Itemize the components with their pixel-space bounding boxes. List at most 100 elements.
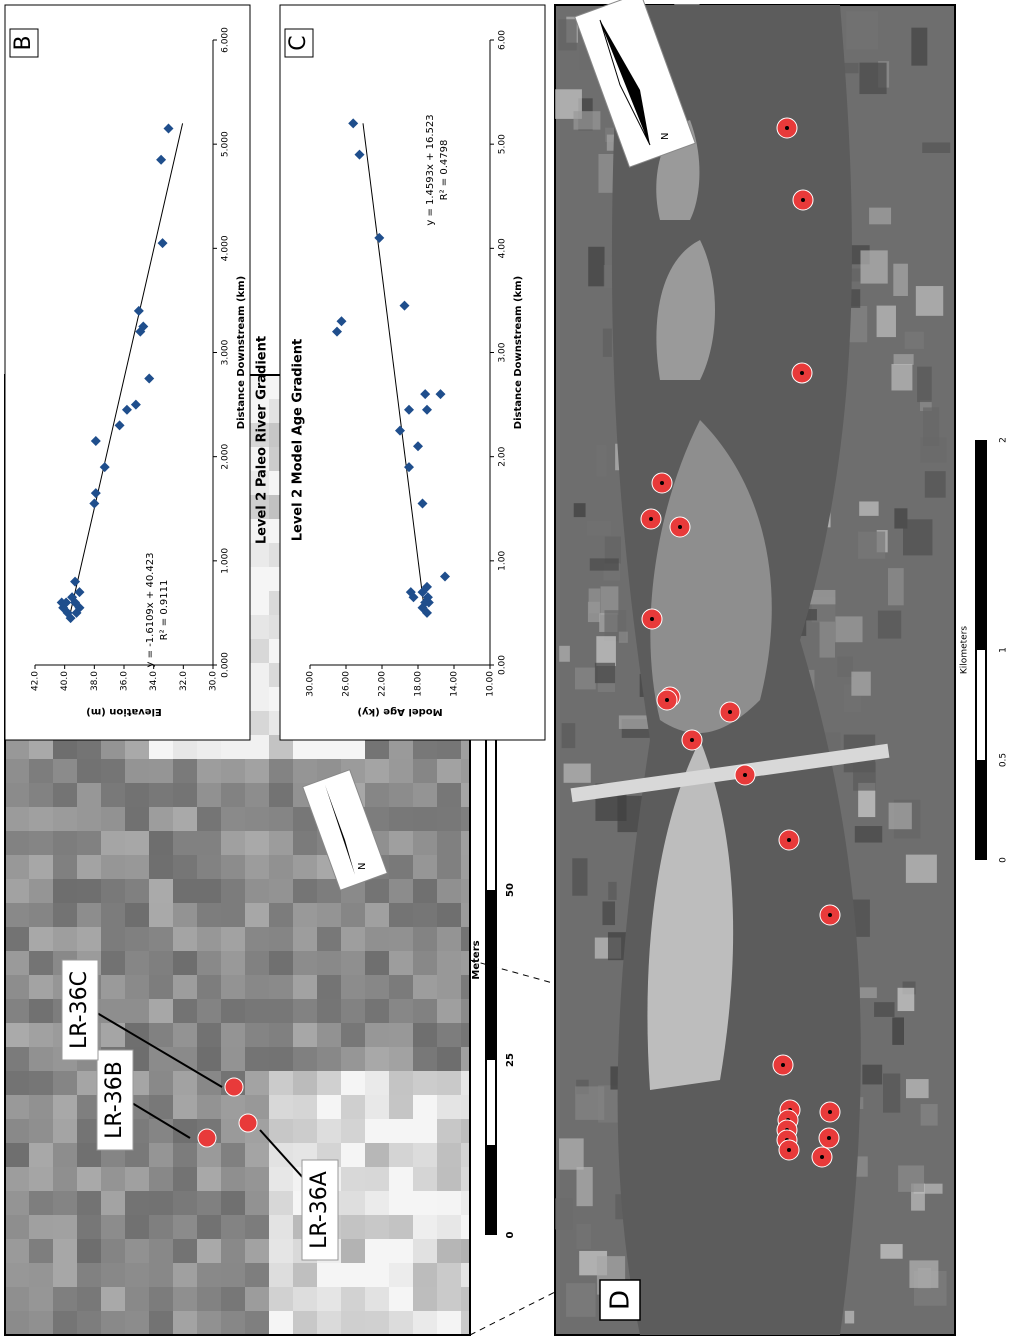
imagery-pixel: [461, 783, 470, 807]
imagery-pixel: [365, 999, 389, 1023]
scale-label: 1: [999, 647, 1009, 653]
imagery-pixel: [221, 903, 245, 927]
terrain-patch: [851, 672, 870, 696]
imagery-pixel: [365, 1191, 389, 1215]
chart-title: Level 2 Paleo River Gradient: [255, 336, 270, 544]
imagery-pixel: [413, 1047, 437, 1071]
imagery-pixel: [413, 1239, 437, 1263]
y-tick-label: 10.00: [486, 671, 496, 697]
imagery-pixel: [365, 1167, 389, 1191]
page: LR-36BLR-36ALR-36CN02550100MetersDN00.51…: [0, 0, 1017, 1340]
imagery-pixel: [293, 1311, 317, 1335]
imagery-pixel: [269, 1119, 293, 1143]
imagery-pixel: [149, 759, 173, 783]
imagery-pixel: [389, 951, 413, 975]
imagery-pixel: [413, 1263, 437, 1287]
x-tick-label: 0.00: [498, 655, 508, 675]
imagery-pixel: [101, 783, 125, 807]
terrain-patch: [880, 1244, 902, 1259]
imagery-pixel: [293, 951, 317, 975]
imagery-pixel: [293, 903, 317, 927]
imagery-pixel: [365, 975, 389, 999]
imagery-pixel: [413, 1119, 437, 1143]
x-tick-label: 0.000: [221, 652, 231, 678]
imagery-pixel: [173, 903, 197, 927]
imagery-pixel: [221, 1239, 245, 1263]
imagery-pixel: [149, 927, 173, 951]
imagery-pixel: [5, 999, 29, 1023]
imagery-pixel: [437, 999, 461, 1023]
imagery-pixel: [149, 1287, 173, 1311]
imagery-pixel: [461, 1047, 470, 1071]
rotated-figure: LR-36BLR-36ALR-36CN02550100MetersDN00.51…: [5, 0, 1009, 1335]
scale-label: 0: [999, 857, 1009, 863]
imagery-pixel: [365, 1023, 389, 1047]
imagery-pixel: [197, 951, 221, 975]
imagery-pixel: [389, 807, 413, 831]
terrain-patch: [574, 111, 601, 129]
imagery-pixel: [125, 831, 149, 855]
imagery-pixel: [461, 903, 470, 927]
imagery-pixel: [5, 1095, 29, 1119]
terrain-patch: [595, 663, 615, 683]
imagery-pixel: [437, 783, 461, 807]
imagery-pixel: [461, 1119, 470, 1143]
imagery-pixel: [269, 1287, 293, 1311]
imagery-pixel: [389, 927, 413, 951]
imagery-pixel: [197, 1167, 221, 1191]
imagery-pixel: [317, 975, 341, 999]
imagery-pixel: [269, 1215, 293, 1239]
terrain-patch: [575, 1086, 604, 1119]
imagery-pixel: [125, 903, 149, 927]
terrain-patch: [587, 521, 612, 536]
sample-center: [665, 698, 669, 702]
imagery-pixel: [389, 855, 413, 879]
terrain-patch: [862, 1065, 882, 1085]
x-tick-label: 4.00: [498, 238, 508, 258]
terrain-patch: [894, 354, 914, 365]
imagery-pixel: [197, 927, 221, 951]
annotation: y = 1.4593x + 16.523: [425, 114, 436, 225]
terrain-patch: [906, 1079, 929, 1098]
imagery-pixel: [173, 1191, 197, 1215]
terrain-patch: [855, 826, 882, 842]
imagery-pixel: [389, 1071, 413, 1095]
panel-label: C: [286, 35, 311, 50]
imagery-pixel: [149, 1119, 173, 1143]
imagery-pixel: [317, 951, 341, 975]
imagery-pixel: [437, 1215, 461, 1239]
imagery-pixel: [197, 1095, 221, 1119]
imagery-pixel: [197, 759, 221, 783]
imagery-pixel: [125, 759, 149, 783]
imagery-pixel: [29, 1167, 53, 1191]
imagery-pixel: [389, 1167, 413, 1191]
terrain-patch: [564, 764, 591, 783]
imagery-pixel: [245, 951, 269, 975]
imagery-pixel: [461, 855, 470, 879]
terrain-patch: [903, 519, 932, 555]
imagery-pixel: [269, 1095, 293, 1119]
imagery-pixel: [5, 879, 29, 903]
imagery-pixel: [389, 759, 413, 783]
terrain-patch: [820, 622, 836, 658]
imagery-pixel: [77, 879, 101, 903]
imagery-pixel: [197, 807, 221, 831]
imagery-pixel: [341, 1239, 365, 1263]
imagery-pixel: [29, 1191, 53, 1215]
imagery-pixel: [221, 1311, 245, 1335]
imagery-pixel: [269, 1263, 293, 1287]
imagery-pixel: [29, 879, 53, 903]
scale-bar-seg: [977, 650, 985, 760]
imagery-pixel: [5, 1143, 29, 1167]
imagery-pixel: [197, 831, 221, 855]
terrain-patch: [835, 616, 862, 642]
imagery-pixel: [365, 1287, 389, 1311]
imagery-pixel: [221, 975, 245, 999]
y-tick-label: 38.0: [90, 671, 100, 691]
imagery-pixel: [341, 1191, 365, 1215]
imagery-pixel: [77, 1215, 101, 1239]
imagery-pixel: [341, 999, 365, 1023]
imagery-pixel: [101, 975, 125, 999]
imagery-pixel: [461, 807, 470, 831]
imagery-pixel: [101, 855, 125, 879]
